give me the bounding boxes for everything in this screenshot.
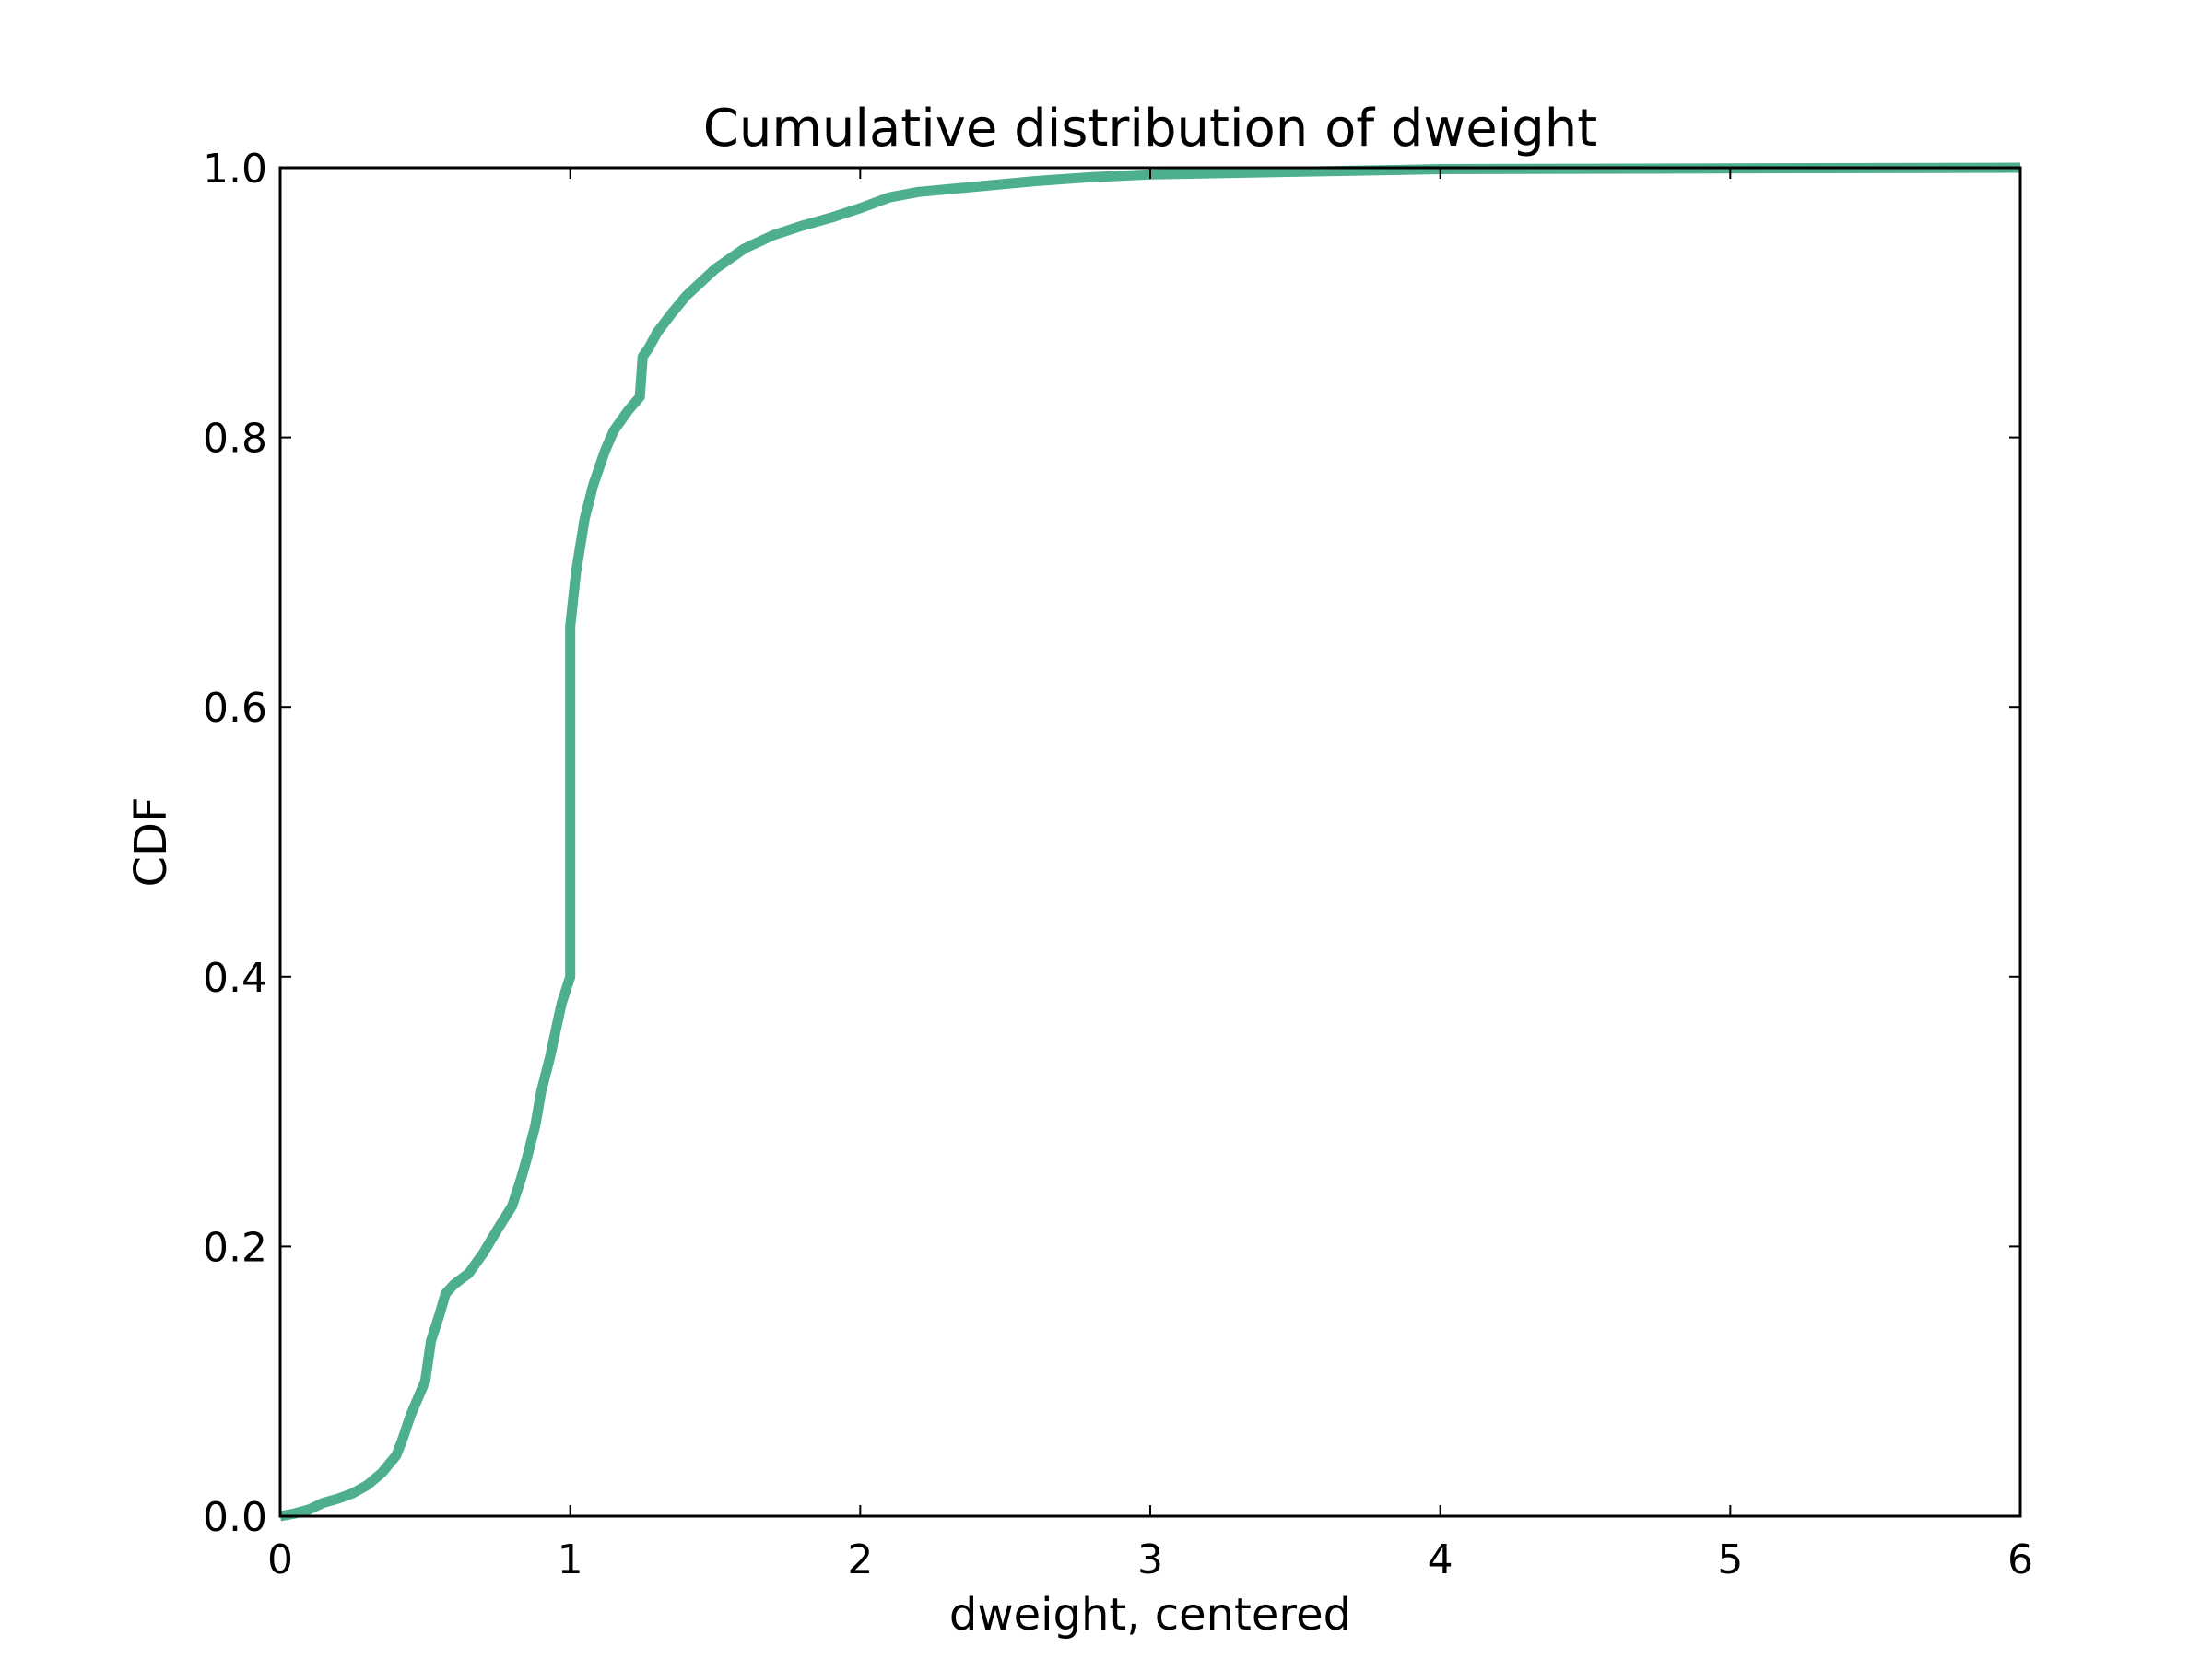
y-tick-label: 0.2 — [203, 1224, 267, 1271]
y-tick-label: 0.8 — [203, 416, 267, 463]
y-tick-label: 0.4 — [203, 955, 267, 1002]
y-axis: 0.0 0.2 0.4 0.6 0.8 1.0 — [203, 146, 2020, 1541]
x-tick-label: 2 — [847, 1536, 873, 1583]
x-tick-label: 5 — [1717, 1536, 1743, 1583]
x-axis-label: dweight, centered — [949, 1589, 1351, 1641]
y-tick-label: 0.6 — [203, 685, 267, 732]
x-tick-label: 3 — [1137, 1536, 1163, 1583]
x-tick-label: 6 — [2007, 1536, 2033, 1583]
x-tick-label: 1 — [558, 1536, 583, 1583]
cdf-series-line-0 — [279, 162, 2021, 1522]
plot-area — [278, 162, 2022, 1522]
x-tick-label: 4 — [1428, 1536, 1453, 1583]
y-tick-label: 0.0 — [203, 1494, 267, 1541]
plot-frame — [278, 166, 2022, 1518]
y-axis-label: CDF — [125, 796, 177, 887]
y-tick-label: 1.0 — [203, 146, 267, 193]
x-axis: 0 1 2 3 4 5 6 — [267, 168, 2033, 1583]
x-tick-label: 0 — [267, 1536, 293, 1583]
chart-title: Cumulative distribution of dweight — [703, 99, 1597, 159]
